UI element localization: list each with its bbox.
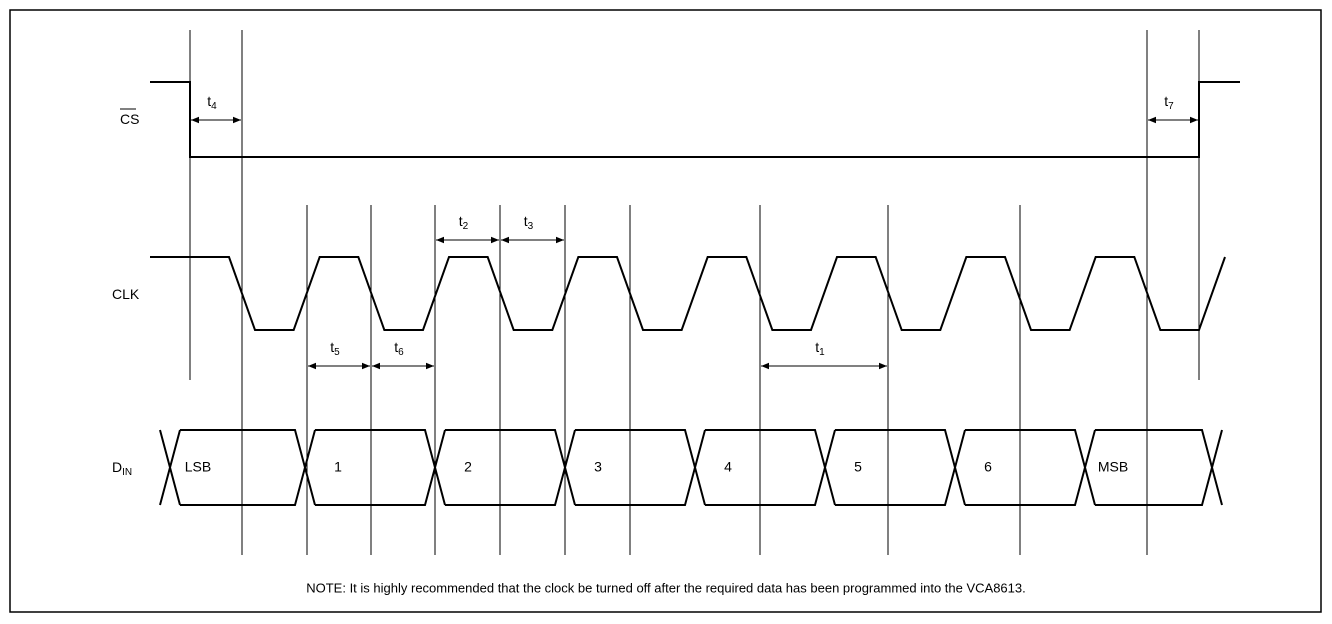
cs-waveform [150,81,1240,158]
clk-label: CLK [112,286,140,302]
din-label: D [112,459,122,475]
timing-sub: 7 [1168,101,1174,112]
timing-label: t3 [524,213,534,232]
timing-t: t [459,213,463,229]
timing-sub: 6 [398,347,404,358]
timing-label: t1 [815,339,825,358]
din-waveform [159,429,1223,506]
timing-label: t5 [330,339,340,358]
signal-label: DIN [112,459,132,478]
frame [9,9,1322,613]
signal-label: CS [120,111,139,127]
clk-waveform [150,256,1226,331]
timing-t: t [394,339,398,355]
timing-t: t [207,93,211,109]
timing-sub: 1 [819,347,825,358]
timing-label: t4 [207,93,217,112]
data-cell-label: 6 [984,459,992,475]
timing-t: t [815,339,819,355]
data-cell-label: 2 [464,459,472,475]
timing-sub: 4 [211,101,217,112]
timing-t: t [524,213,528,229]
data-cell-label: 1 [334,459,342,475]
timing-t: t [1164,93,1168,109]
timing-label: t6 [394,339,404,358]
data-cell-label: 3 [594,459,602,475]
timing-sub: 5 [334,347,340,358]
data-cell-label: MSB [1098,459,1128,475]
data-cell-label: 4 [724,459,732,475]
timing-sub: 3 [528,221,534,232]
timing-sub: 2 [463,221,469,232]
timing-label: t2 [459,213,469,232]
cs-label: CS [120,111,139,127]
signal-label: CLK [112,286,140,302]
din-path [159,429,1223,506]
timing-t: t [330,339,334,355]
timing-arrows [191,116,1198,370]
data-cell-label: 5 [854,459,862,475]
din-sub: IN [122,467,132,478]
data-cell-label: LSB [185,459,211,475]
timing-label: t7 [1164,93,1174,112]
note: NOTE: It is highly recommended that the … [306,580,1026,595]
